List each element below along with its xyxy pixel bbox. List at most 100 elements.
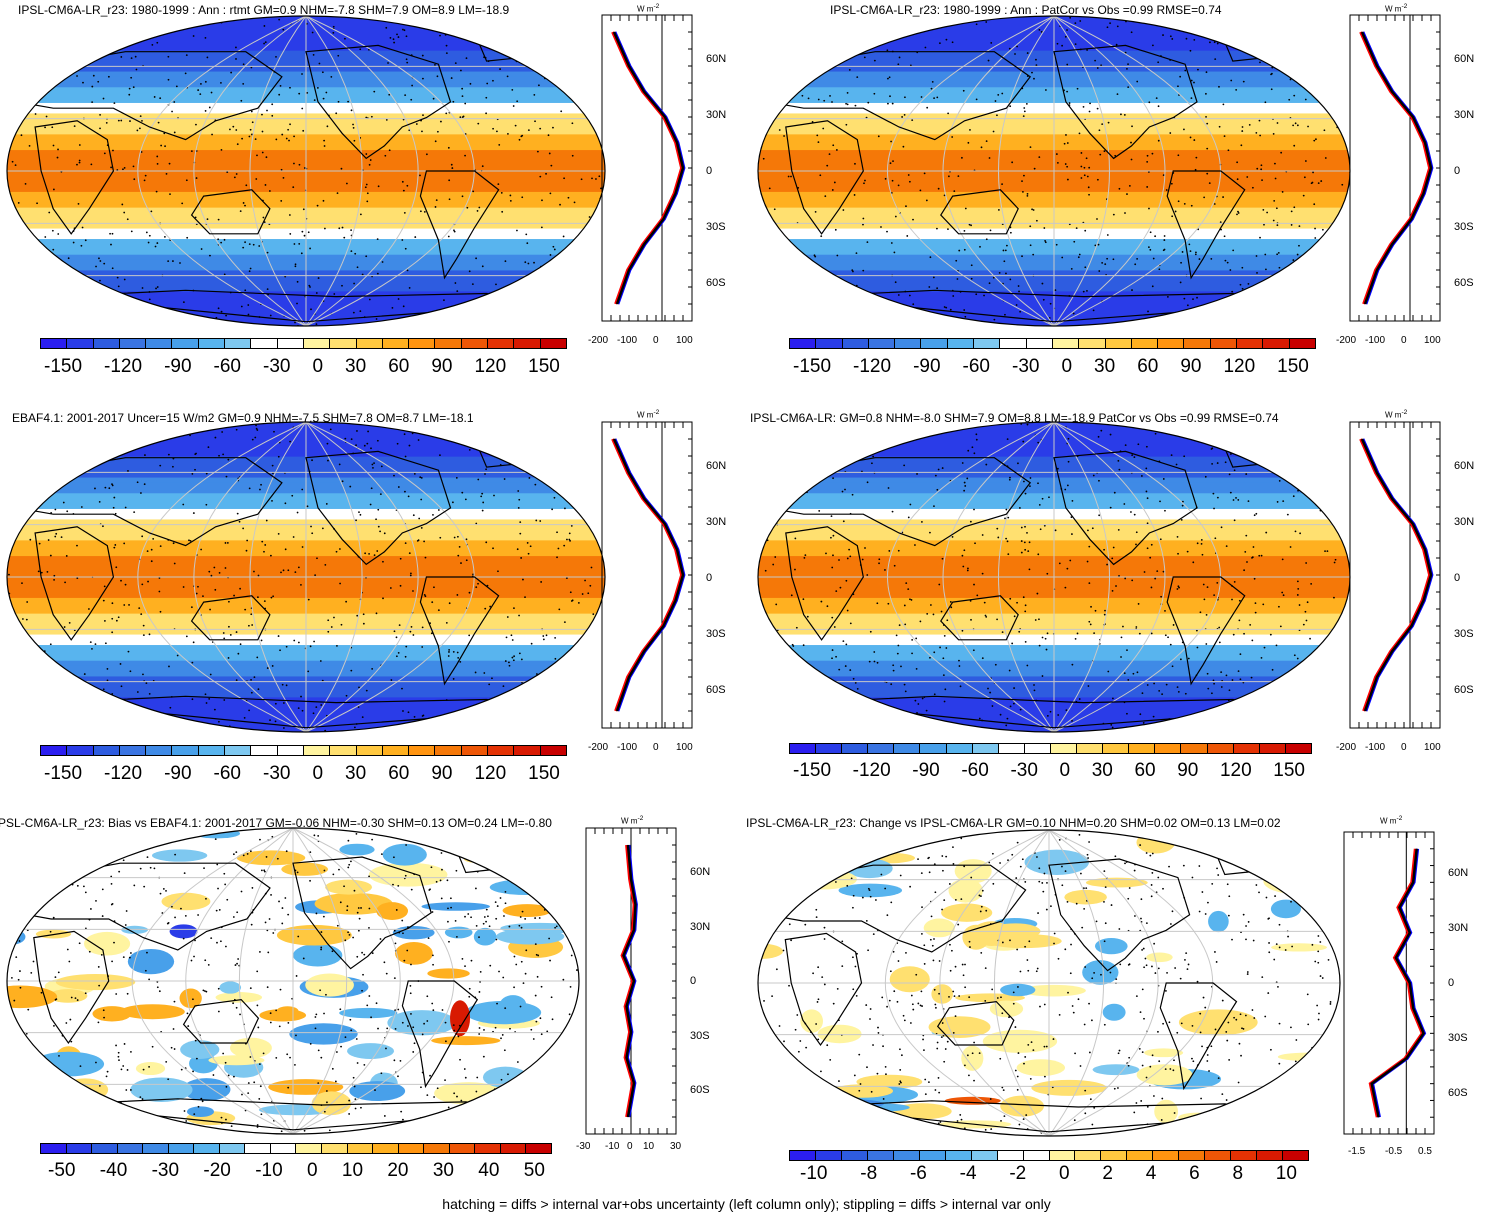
- map-stipple: [1165, 189, 1168, 191]
- map-stipple: [517, 490, 520, 492]
- map-stipple: [123, 278, 126, 281]
- map-gridline: [305, 422, 363, 732]
- map-stipple: [19, 986, 22, 989]
- map-stipple: [985, 615, 988, 618]
- map-stipple: [794, 1028, 797, 1031]
- map-stipple: [94, 487, 96, 490]
- map-stipple: [1066, 90, 1069, 93]
- map-stipple: [475, 1090, 478, 1093]
- map-stipple: [1131, 579, 1134, 582]
- map-anomaly-patch: [293, 943, 343, 967]
- map-stipple: [49, 554, 52, 557]
- map-stipple: [404, 874, 407, 877]
- map-anomaly-patch: [236, 850, 306, 866]
- map-stipple: [892, 729, 894, 732]
- map-stipple: [263, 870, 266, 873]
- map-stipple: [589, 478, 592, 481]
- map-stipple: [1302, 623, 1305, 626]
- map-stipple: [1237, 670, 1240, 673]
- map-stipple: [524, 972, 527, 975]
- map-stipple: [122, 1065, 125, 1067]
- map-stipple: [937, 187, 940, 190]
- map-stipple: [529, 545, 532, 548]
- map-stipple: [973, 583, 975, 586]
- map-stipple: [1123, 503, 1126, 505]
- map-stipple: [268, 190, 271, 192]
- map-stipple: [1244, 318, 1247, 321]
- map-stipple: [1036, 856, 1038, 858]
- map-stipple: [126, 218, 129, 221]
- map-stipple: [482, 426, 485, 429]
- map-stipple: [136, 691, 139, 693]
- map-stipple: [769, 527, 771, 530]
- map-stipple: [44, 126, 46, 129]
- map-stipple: [424, 556, 427, 559]
- map-coastline: [182, 998, 260, 1044]
- map-stipple: [804, 554, 807, 557]
- map-stipple: [1214, 1028, 1217, 1031]
- map-stipple: [235, 1006, 238, 1009]
- map-stipple: [421, 54, 424, 57]
- map-stipple: [32, 960, 35, 963]
- map-stipple: [1058, 562, 1061, 565]
- map-stipple: [839, 431, 841, 433]
- map-stipple: [1008, 1016, 1010, 1019]
- map-stipple: [236, 962, 238, 965]
- map-gridline: [1053, 422, 1166, 732]
- map-stipple: [597, 613, 599, 615]
- map-stipple: [379, 493, 382, 496]
- map-stipple: [356, 614, 359, 617]
- map-stipple: [539, 175, 542, 178]
- map-stipple: [794, 903, 797, 906]
- map-stipple: [520, 557, 523, 559]
- map-stipple: [1072, 1011, 1075, 1014]
- map-stipple: [1084, 229, 1087, 232]
- map-stipple: [22, 503, 25, 506]
- map-stipple: [955, 830, 958, 832]
- map-stipple: [547, 134, 550, 137]
- map-stipple: [14, 47, 16, 49]
- map-stipple: [863, 56, 866, 59]
- map-stipple: [794, 537, 797, 540]
- map-stipple: [103, 1016, 105, 1019]
- map-stipple: [456, 1095, 458, 1098]
- map-stipple: [1021, 858, 1024, 861]
- map-stipple: [1006, 438, 1009, 441]
- map-stipple: [420, 527, 423, 529]
- map-stipple: [17, 1101, 19, 1103]
- map-stipple: [1118, 928, 1121, 930]
- map-stipple: [825, 552, 827, 555]
- map-stipple: [99, 279, 101, 282]
- map-stipple: [506, 75, 509, 78]
- map-stipple: [503, 915, 505, 917]
- map-stipple: [204, 36, 207, 39]
- map-stipple: [1267, 855, 1270, 858]
- map-stipple: [889, 970, 892, 973]
- map-stipple: [72, 241, 75, 244]
- map-stipple: [140, 613, 143, 616]
- map-stipple: [117, 1051, 120, 1054]
- map-stipple: [256, 1004, 259, 1007]
- map-stipple: [22, 298, 25, 300]
- map-stipple: [1067, 991, 1069, 994]
- map-stipple: [1001, 92, 1004, 95]
- map-stipple: [182, 503, 185, 506]
- map-stipple: [88, 950, 91, 953]
- map-stipple: [532, 38, 535, 41]
- map-stipple: [521, 910, 524, 913]
- map-stipple: [964, 986, 967, 989]
- map-stipple: [504, 260, 507, 263]
- map-stipple: [1218, 125, 1221, 128]
- map-stipple: [453, 230, 456, 233]
- map-stipple: [1117, 1052, 1120, 1055]
- map-stipple: [1078, 833, 1081, 836]
- map-stipple: [984, 614, 987, 617]
- map-stipple: [57, 700, 60, 703]
- map-stipple: [953, 995, 956, 998]
- map-stipple: [892, 828, 894, 830]
- map-stipple: [879, 305, 882, 308]
- map-stipple: [1145, 490, 1148, 493]
- map-stipple: [363, 444, 366, 447]
- map-stipple: [533, 861, 535, 863]
- map-stipple: [410, 963, 412, 966]
